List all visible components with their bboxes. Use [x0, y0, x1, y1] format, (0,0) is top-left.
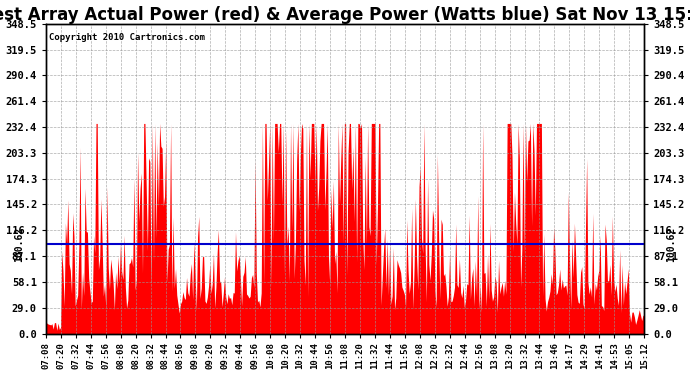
Title: West Array Actual Power (red) & Average Power (Watts blue) Sat Nov 13 15:45: West Array Actual Power (red) & Average …	[0, 6, 690, 24]
Text: 100.62: 100.62	[14, 226, 24, 262]
Text: 100.62: 100.62	[666, 226, 676, 262]
Text: Copyright 2010 Cartronics.com: Copyright 2010 Cartronics.com	[49, 33, 205, 42]
